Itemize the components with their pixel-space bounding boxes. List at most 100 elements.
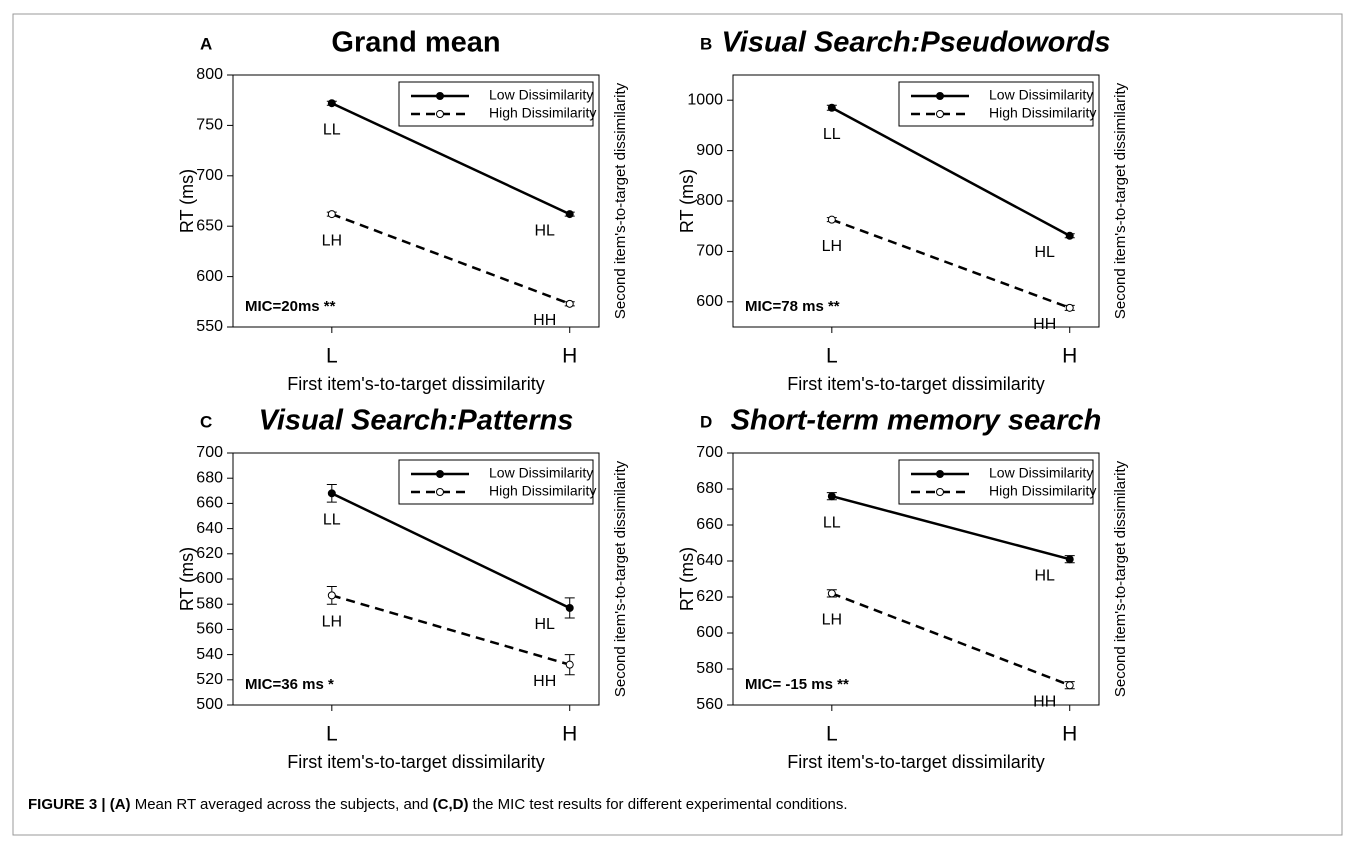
point-label: LH bbox=[322, 232, 342, 249]
point-label: LL bbox=[823, 514, 841, 531]
legend-label: Low Dissimilarity bbox=[989, 87, 1093, 103]
chart-title: Short-term memory search bbox=[731, 405, 1102, 437]
legend-label: Low Dissimilarity bbox=[489, 465, 593, 481]
figure-frame bbox=[12, 13, 1343, 836]
point-label: HH bbox=[533, 312, 556, 329]
x-axis-label: First item's-to-target dissimilarity bbox=[287, 374, 544, 394]
legend-marker bbox=[936, 110, 944, 118]
y-axis-label: RT (ms) bbox=[177, 169, 197, 233]
y-tick-label: 1000 bbox=[687, 91, 723, 108]
x-tick-label: L bbox=[326, 345, 338, 368]
point-label: LH bbox=[822, 238, 842, 255]
plot-frame bbox=[732, 452, 1100, 706]
legend-box bbox=[398, 81, 594, 127]
caption-part: (A) bbox=[110, 796, 131, 813]
chart-title: Visual Search:Patterns bbox=[259, 405, 574, 437]
y-tick-label: 700 bbox=[696, 243, 723, 260]
y-tick-label: 700 bbox=[196, 167, 223, 184]
point-label: HH bbox=[1033, 316, 1056, 333]
legend-marker bbox=[436, 92, 444, 100]
y-tick-label: 620 bbox=[696, 588, 723, 605]
y-tick-label: 800 bbox=[196, 66, 223, 83]
data-point bbox=[1065, 231, 1074, 240]
legend-box bbox=[398, 459, 594, 505]
y-tick-label: 600 bbox=[696, 624, 723, 641]
point-label: LH bbox=[322, 614, 342, 631]
y-tick-label: 540 bbox=[196, 646, 223, 663]
x-axis-label: First item's-to-target dissimilarity bbox=[787, 374, 1044, 394]
point-label: HH bbox=[1033, 693, 1056, 710]
y-axis-label: RT (ms) bbox=[677, 169, 697, 233]
data-point bbox=[327, 99, 336, 108]
series-line bbox=[831, 592, 1071, 687]
y-tick-label: 650 bbox=[196, 217, 223, 234]
chart-title: Visual Search:Pseudowords bbox=[722, 27, 1111, 59]
series-line bbox=[331, 102, 571, 216]
legend-marker bbox=[436, 110, 444, 118]
x-tick-label: H bbox=[562, 723, 577, 746]
y2-axis-label: Second item's-to-target dissimilarity bbox=[1112, 460, 1129, 697]
y-tick-label: 660 bbox=[696, 516, 723, 533]
data-point bbox=[1065, 303, 1074, 312]
x-tick-label: H bbox=[1062, 723, 1077, 746]
caption-part: FIGURE 3 | bbox=[28, 796, 110, 813]
y-tick-label: 600 bbox=[696, 293, 723, 310]
y2-axis-label: Second item's-to-target dissimilarity bbox=[612, 460, 629, 697]
point-label: LL bbox=[323, 512, 341, 529]
y-tick-label: 900 bbox=[696, 142, 723, 159]
annotation: MIC=36 ms * bbox=[245, 676, 334, 693]
point-label: HL bbox=[534, 222, 555, 239]
y2-axis-label: Second item's-to-target dissimilarity bbox=[612, 82, 629, 319]
caption-part: (C,D) bbox=[433, 796, 469, 813]
y2-axis-label: Second item's-to-target dissimilarity bbox=[1112, 82, 1129, 319]
y-tick-label: 640 bbox=[696, 552, 723, 569]
y-tick-label: 680 bbox=[196, 469, 223, 486]
caption-part: Mean RT averaged across the subjects, an… bbox=[131, 796, 433, 813]
y-tick-label: 580 bbox=[196, 595, 223, 612]
panel-letter: A bbox=[200, 34, 212, 53]
data-point bbox=[827, 103, 836, 112]
legend-box bbox=[898, 81, 1094, 127]
x-axis-label: First item's-to-target dissimilarity bbox=[787, 752, 1044, 772]
x-axis-label: First item's-to-target dissimilarity bbox=[287, 752, 544, 772]
annotation: MIC=20ms ** bbox=[245, 298, 336, 315]
data-point bbox=[827, 589, 836, 598]
point-label: LL bbox=[323, 121, 341, 138]
legend-label: Low Dissimilarity bbox=[489, 87, 593, 103]
x-tick-label: L bbox=[326, 723, 338, 746]
legend-label: High Dissimilarity bbox=[489, 483, 596, 499]
y-tick-label: 520 bbox=[196, 671, 223, 688]
y-tick-label: 640 bbox=[196, 520, 223, 537]
point-label: HL bbox=[534, 616, 555, 633]
data-point bbox=[1065, 681, 1074, 690]
legend-label: High Dissimilarity bbox=[489, 105, 596, 121]
y-tick-label: 750 bbox=[196, 117, 223, 134]
chart-title: Grand mean bbox=[331, 27, 500, 59]
series-line bbox=[331, 492, 571, 610]
y-tick-label: 580 bbox=[696, 660, 723, 677]
point-label: HL bbox=[1034, 567, 1055, 584]
data-point bbox=[327, 591, 336, 600]
annotation: MIC=78 ms ** bbox=[745, 298, 840, 315]
annotation: MIC= -15 ms ** bbox=[745, 676, 849, 693]
panel-letter: D bbox=[700, 412, 712, 431]
y-tick-label: 680 bbox=[696, 480, 723, 497]
y-tick-label: 660 bbox=[196, 495, 223, 512]
point-label: LL bbox=[823, 126, 841, 143]
data-point bbox=[327, 489, 336, 498]
plot-frame bbox=[232, 74, 600, 328]
y-tick-label: 560 bbox=[696, 696, 723, 713]
series-line bbox=[331, 212, 571, 305]
y-tick-label: 600 bbox=[196, 268, 223, 285]
y-tick-label: 800 bbox=[696, 192, 723, 209]
data-point bbox=[827, 492, 836, 501]
data-point bbox=[1065, 555, 1074, 564]
x-tick-label: L bbox=[826, 723, 838, 746]
panel-letter: B bbox=[700, 34, 712, 53]
point-label: HH bbox=[533, 673, 556, 690]
x-tick-label: L bbox=[826, 345, 838, 368]
legend-label: High Dissimilarity bbox=[989, 483, 1096, 499]
data-point bbox=[565, 299, 574, 308]
y-tick-label: 700 bbox=[696, 444, 723, 461]
legend-marker bbox=[936, 470, 944, 478]
